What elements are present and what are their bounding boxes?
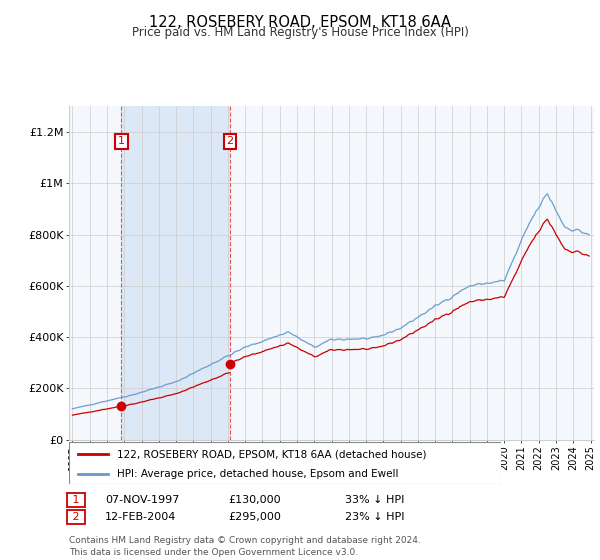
Bar (121, 106, 230, 440)
Text: Price paid vs. HM Land Registry's House Price Index (HPI): Price paid vs. HM Land Registry's House … (131, 26, 469, 39)
Text: HPI: Average price, detached house, Epsom and Ewell: HPI: Average price, detached house, Epso… (116, 469, 398, 479)
Text: 122, ROSEBERY ROAD, EPSOM, KT18 6AA (detached house): 122, ROSEBERY ROAD, EPSOM, KT18 6AA (det… (116, 449, 426, 459)
Text: 33% ↓ HPI: 33% ↓ HPI (345, 494, 404, 505)
Text: 2: 2 (69, 512, 83, 522)
Text: 122, ROSEBERY ROAD, EPSOM, KT18 6AA: 122, ROSEBERY ROAD, EPSOM, KT18 6AA (149, 15, 451, 30)
Text: 2: 2 (226, 137, 233, 146)
Text: 1: 1 (69, 494, 83, 505)
Text: 12-FEB-2004: 12-FEB-2004 (105, 512, 176, 522)
Text: 23% ↓ HPI: 23% ↓ HPI (345, 512, 404, 522)
Text: 1: 1 (118, 137, 125, 146)
Text: £130,000: £130,000 (228, 494, 281, 505)
FancyBboxPatch shape (69, 442, 501, 484)
Text: Contains HM Land Registry data © Crown copyright and database right 2024.
This d: Contains HM Land Registry data © Crown c… (69, 536, 421, 557)
Text: £295,000: £295,000 (228, 512, 281, 522)
Text: 07-NOV-1997: 07-NOV-1997 (105, 494, 179, 505)
